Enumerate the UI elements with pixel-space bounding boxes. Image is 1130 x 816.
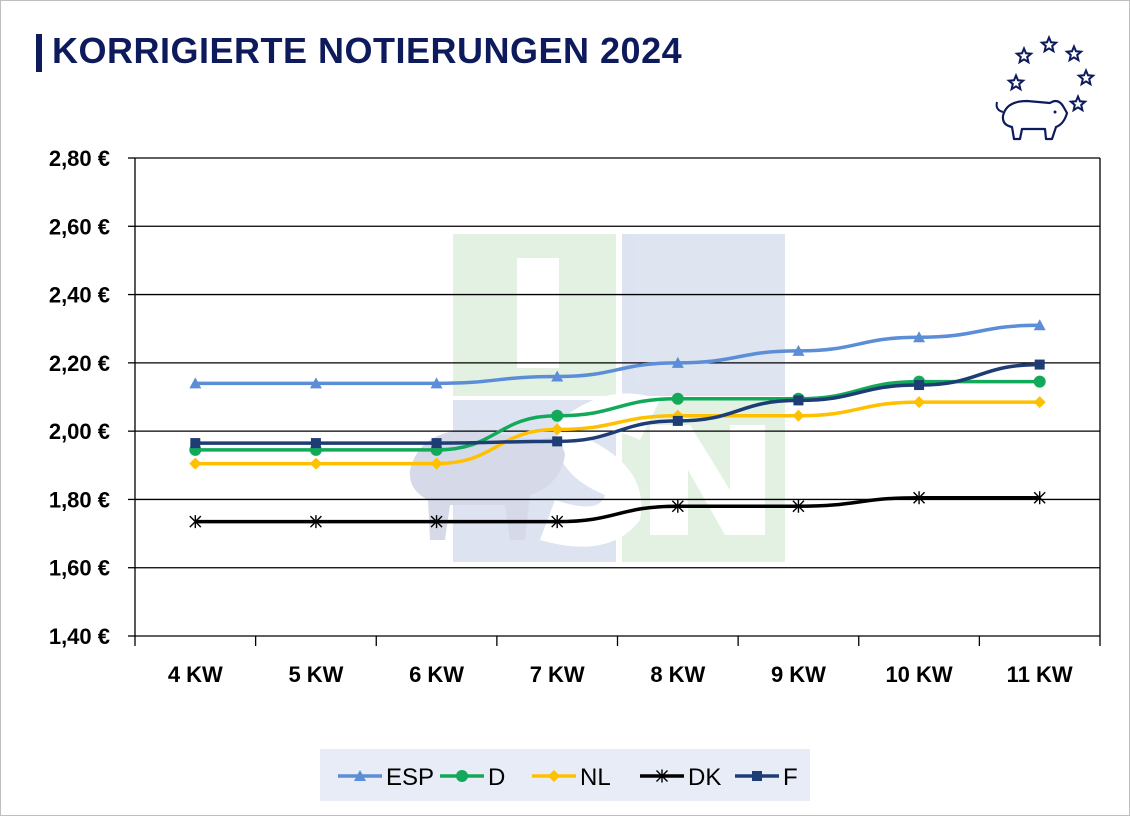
- data-point-d: [671, 392, 684, 405]
- legend-swatch-marker-esp: [354, 770, 366, 781]
- data-point-nl: [913, 396, 926, 409]
- data-point-dk: [1033, 491, 1046, 505]
- x-tick-label: 6 KW: [409, 662, 464, 687]
- x-tick-label: 4 KW: [168, 662, 223, 687]
- legend-label-f: F: [783, 764, 798, 791]
- legend-item-dk: DK: [640, 764, 721, 791]
- chart-title: KORRIGIERTE NOTIERUNGEN 2024: [52, 30, 683, 71]
- x-tick-label: 10 KW: [885, 662, 952, 687]
- series-line-f: [195, 362, 1040, 445]
- legend-item-f: F: [735, 764, 798, 791]
- data-point-dk: [309, 515, 322, 529]
- data-point-f: [1034, 359, 1045, 370]
- data-point-dk: [551, 515, 564, 529]
- data-point-nl: [430, 457, 443, 470]
- data-point-esp: [189, 377, 202, 389]
- data-point-f: [552, 436, 563, 447]
- data-point-f: [310, 438, 321, 449]
- y-tick-label: 1,80 €: [49, 487, 110, 512]
- legend-swatch-marker-d: [456, 770, 468, 782]
- title-accent-bar: [36, 34, 42, 72]
- legend-swatch-marker-nl: [548, 770, 560, 782]
- data-point-dk: [913, 491, 926, 505]
- legend-label-dk: DK: [688, 764, 721, 791]
- logo-pig-body: [1001, 99, 1069, 141]
- data-point-nl: [551, 423, 564, 436]
- series-line-nl: [195, 400, 1040, 466]
- y-tick-label: 2,20 €: [49, 351, 110, 376]
- logo-pig-tail: [995, 101, 1004, 113]
- legend-label-esp: ESP: [386, 764, 434, 791]
- x-axis-tick-labels: 4 KW 5 KW 6 KW 7 KW 8 KW 9 KW 10 KW 11 KW: [168, 662, 1073, 687]
- series-esp: [189, 319, 1046, 389]
- data-point-nl: [792, 409, 805, 422]
- logo-star-icon: [1068, 93, 1088, 113]
- data-point-dk: [792, 499, 805, 513]
- series-dk: [189, 491, 1046, 529]
- x-tick-label: 7 KW: [530, 662, 585, 687]
- data-point-nl: [309, 457, 322, 470]
- y-tick-label: 1,60 €: [49, 556, 110, 581]
- data-point-esp: [671, 356, 684, 368]
- watermark-letter-i: [517, 258, 559, 368]
- logo-star-icon: [1076, 67, 1096, 87]
- series-lines: [189, 319, 1046, 529]
- legend-item-nl: NL: [532, 764, 611, 791]
- y-tick-label: 2,80 €: [49, 146, 110, 171]
- data-point-d: [551, 409, 564, 422]
- legend-item-d: D: [440, 764, 505, 791]
- data-point-esp: [309, 377, 322, 389]
- data-point-esp: [913, 331, 926, 343]
- legend-item-esp: ESP: [338, 764, 434, 791]
- data-point-esp: [1033, 319, 1046, 331]
- data-point-nl: [1033, 396, 1046, 409]
- data-point-nl: [189, 457, 202, 470]
- y-tick-label: 2,40 €: [49, 283, 110, 308]
- logo-star-icon: [1014, 45, 1034, 65]
- data-point-d: [1033, 375, 1046, 388]
- legend: ESP D NL DK F: [320, 749, 810, 801]
- data-point-f: [190, 438, 201, 449]
- series-line-dk: [195, 495, 1040, 524]
- y-tick-label: 2,60 €: [49, 214, 110, 239]
- y-axis-tick-labels: 1,40 € 1,60 € 1,80 € 2,00 € 2,20 € 2,40 € 2,60…: [49, 146, 110, 649]
- logo-star-icon: [1064, 43, 1084, 63]
- legend-label-d: D: [488, 764, 505, 791]
- x-tick-label: 5 KW: [288, 662, 343, 687]
- data-point-f: [431, 438, 442, 449]
- data-point-f: [914, 380, 925, 391]
- logo-star-icon: [1039, 34, 1059, 54]
- x-tick-label: 8 KW: [650, 662, 705, 687]
- isn-watermark-logo: [409, 234, 785, 562]
- series-line-d: [195, 379, 1040, 452]
- data-point-esp: [792, 344, 805, 356]
- data-point-dk: [189, 515, 202, 529]
- data-point-f: [672, 415, 683, 426]
- y-tick-label: 1,40 €: [49, 624, 110, 649]
- series-line-esp: [195, 323, 1040, 386]
- logo-star-icon: [1006, 72, 1026, 92]
- data-point-esp: [430, 377, 443, 389]
- legend-swatch-marker-dk: [656, 769, 668, 783]
- watermark-block-blue-top: [622, 234, 785, 396]
- series-f: [190, 359, 1045, 449]
- logo-pig-eye: [1053, 110, 1057, 114]
- x-tick-label: 11 KW: [1007, 662, 1073, 687]
- data-point-esp: [551, 370, 564, 382]
- y-tick-label: 2,00 €: [49, 419, 110, 444]
- data-point-dk: [430, 515, 443, 529]
- watermark-pig-silhouette: [409, 430, 565, 540]
- legend-label-nl: NL: [580, 764, 611, 791]
- data-point-f: [793, 395, 804, 406]
- watermark-block-green-bottom: [622, 400, 785, 562]
- legend-swatch-marker-f: [752, 771, 762, 781]
- x-tick-label: 9 KW: [771, 662, 826, 687]
- watermark-block-green-top: [453, 234, 616, 396]
- pig-with-stars-icon: [995, 34, 1096, 141]
- data-point-dk: [671, 499, 684, 513]
